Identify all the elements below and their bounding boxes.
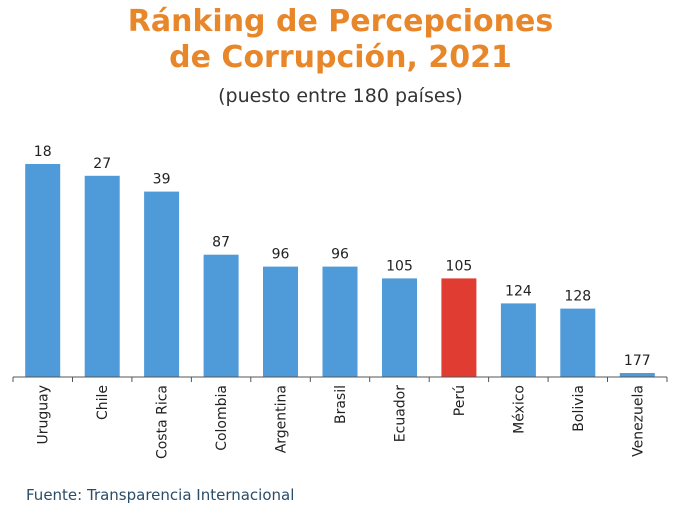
value-label: 39: [153, 172, 171, 188]
category-label: Perú: [452, 385, 468, 416]
chart-subtitle: (puesto entre 180 países): [218, 85, 463, 107]
value-label: 87: [212, 235, 230, 251]
category-label: Bolivia: [571, 385, 587, 432]
source-note: Fuente: Transparencia Internacional: [26, 486, 295, 504]
category-label: Chile: [95, 385, 111, 420]
value-label: 105: [386, 258, 413, 274]
category-label: Costa Rica: [155, 385, 171, 459]
bar-perú: [441, 278, 477, 377]
chart-title-line-1: Ránking de Percepciones: [127, 4, 554, 39]
bar-bolivia: [560, 308, 596, 377]
value-label: 27: [93, 156, 111, 172]
bar-chile: [84, 175, 120, 377]
category-label: México: [511, 385, 527, 434]
value-label: 18: [34, 144, 52, 160]
category-label: Ecuador: [393, 385, 409, 442]
value-label: 96: [272, 247, 290, 263]
bar-brasil: [322, 266, 358, 377]
bar-costa-rica: [144, 191, 180, 377]
value-label: 177: [624, 353, 651, 369]
value-labels-group: 18 27 39 87 96 96 105 105 124 128 177: [34, 144, 651, 369]
bar-ecuador: [382, 278, 417, 377]
value-label: 124: [505, 283, 532, 299]
bar-chart: 18 27 39 87 96 96 105 105 124 128 177 Uruguay Chile…: [12, 144, 668, 459]
category-label: Brasil: [333, 385, 349, 424]
bar-venezuela: [619, 373, 655, 377]
category-labels-group: Uruguay Chile Costa Rica Colombia Argentina B…: [36, 385, 647, 459]
category-label: Argentina: [274, 385, 290, 453]
bar-uruguay: [25, 164, 61, 377]
bars-group: [25, 164, 655, 377]
bar-argentina: [263, 266, 298, 377]
category-label: Colombia: [214, 385, 230, 451]
tick-marks-group: [12, 377, 668, 382]
value-label: 96: [331, 247, 349, 263]
bar-colombia: [203, 254, 239, 377]
value-label: 128: [564, 289, 591, 305]
category-label: Venezuela: [630, 385, 646, 457]
category-label: Uruguay: [36, 385, 52, 445]
value-label: 105: [446, 258, 473, 274]
bar-méxico: [500, 303, 536, 377]
chart-title-line-2: de Corrupción, 2021: [169, 40, 512, 75]
